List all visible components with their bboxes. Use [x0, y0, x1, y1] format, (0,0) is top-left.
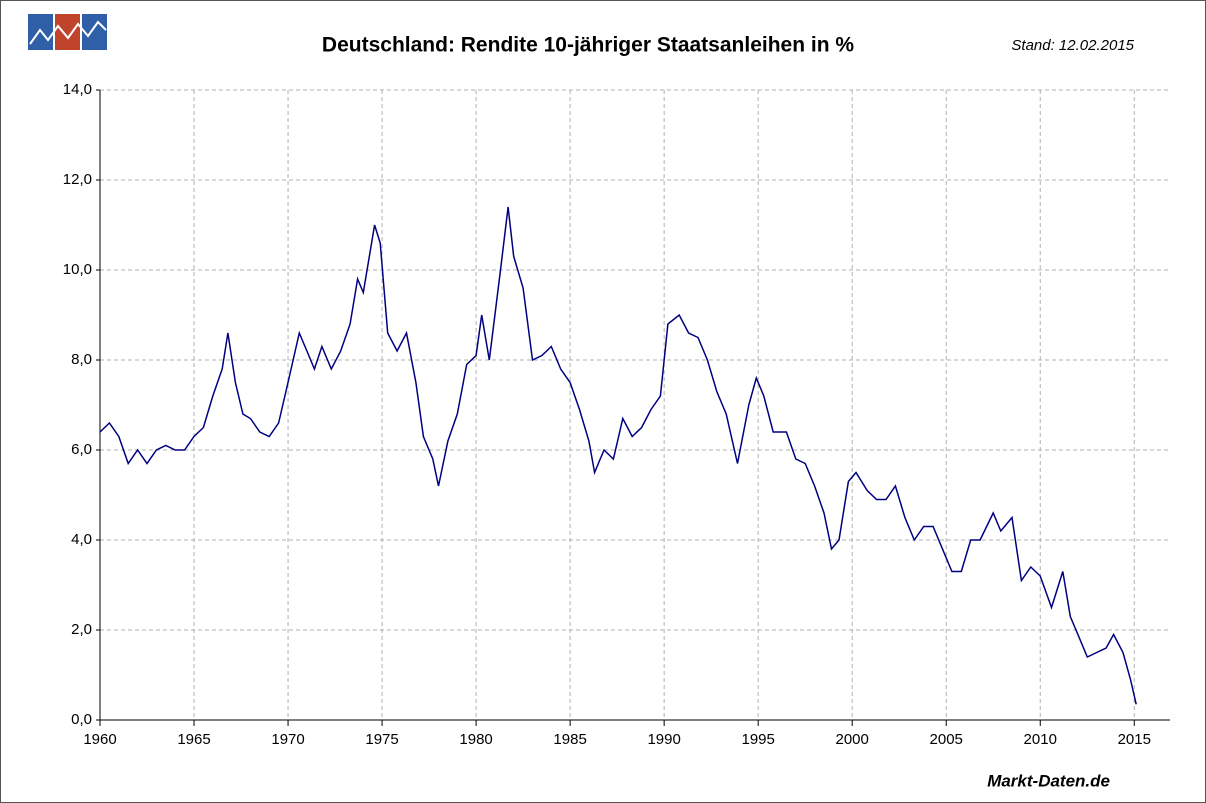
chart-title: Deutschland: Rendite 10-jähriger Staatsa…	[322, 34, 854, 57]
x-tick-label: 1990	[647, 731, 680, 748]
x-tick-label: 1975	[365, 731, 398, 748]
x-tick-label: 1960	[83, 731, 116, 748]
x-tick-label: 2015	[1118, 731, 1151, 748]
logo	[28, 14, 107, 50]
x-tick-label: 2010	[1024, 731, 1057, 748]
y-tick-label: 0,0	[71, 711, 92, 728]
y-tick-label: 6,0	[71, 441, 92, 458]
y-tick-label: 8,0	[71, 351, 92, 368]
data-line	[99, 206, 1137, 705]
subtitle: Stand: 12.02.2015	[1011, 37, 1134, 54]
x-tick-label: 1970	[271, 731, 304, 748]
y-tick-label: 14,0	[63, 81, 92, 98]
x-tick-label: 1995	[741, 731, 774, 748]
y-tick-label: 10,0	[63, 261, 92, 278]
y-tick-label: 12,0	[63, 171, 92, 188]
x-tick-label: 2005	[930, 731, 963, 748]
x-tick-label: 1980	[459, 731, 492, 748]
y-tick-label: 2,0	[71, 621, 92, 638]
x-tick-label: 1965	[177, 731, 210, 748]
x-tick-label: 2000	[836, 731, 869, 748]
y-tick-label: 4,0	[71, 531, 92, 548]
x-tick-label: 1985	[553, 731, 586, 748]
source: Markt-Daten.de	[987, 771, 1110, 790]
